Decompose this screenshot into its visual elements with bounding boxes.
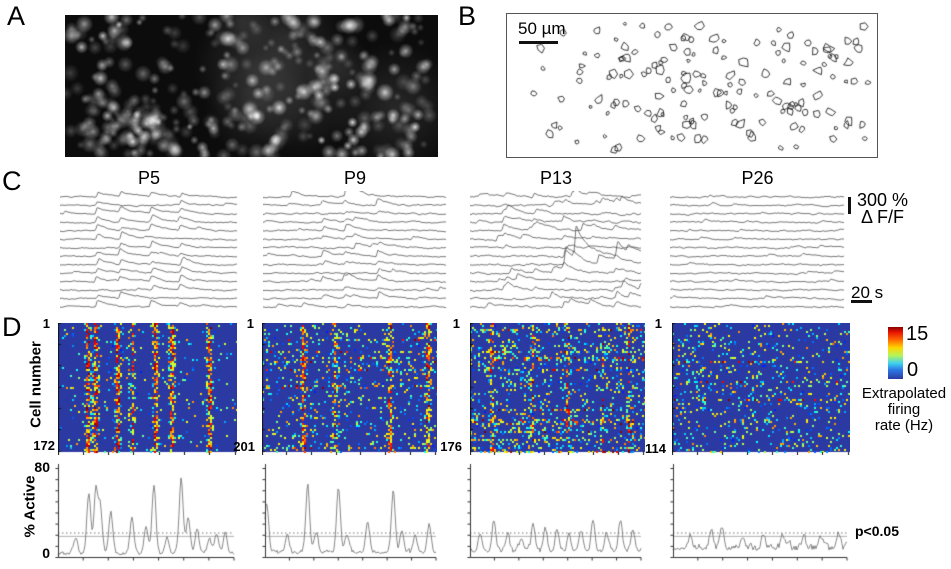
active-plot-p5 (55, 460, 237, 562)
panel-a-fluorescence-image (65, 15, 438, 157)
colorbar-caption-line2: firing (887, 401, 921, 418)
panel-b-cell-outlines (507, 14, 877, 157)
traces-p5 (60, 191, 238, 311)
panel-b-scalebar (519, 41, 558, 44)
dff-scale-unit: Δ F/F (861, 207, 905, 227)
active-ymin-label: 0 (42, 545, 50, 561)
heatmap-p26-first-cell: 1 (654, 316, 662, 331)
heatmap-p26 (672, 323, 850, 455)
colorbar (888, 327, 903, 379)
age-header-p9: P9 (343, 168, 367, 188)
panel-c-label: C (2, 166, 22, 196)
heatmap-p13-first-cell: 1 (452, 316, 460, 331)
dff-scalebar (848, 197, 851, 214)
age-header-p5: P5 (137, 168, 161, 188)
heatmap-p9 (262, 323, 437, 455)
panel-d-label: D (2, 312, 22, 342)
traces-p9 (263, 191, 447, 311)
cell-number-axis-label: Cell number (27, 341, 45, 428)
heatmap-p13 (470, 323, 645, 455)
heatmap-p5-last-cell: 172 (33, 438, 55, 453)
age-header-p13: P13 (539, 168, 573, 188)
heatmap-p5-first-cell: 1 (42, 316, 50, 331)
age-header-p26: P26 (741, 168, 774, 188)
traces-p13 (470, 191, 642, 311)
significance-label: p<0.05 (855, 523, 899, 539)
traces-p26 (670, 191, 845, 311)
panel-b-box: 50 µm (506, 13, 878, 158)
panel-b-scalebar-label: 50 µm (518, 19, 566, 38)
dff-scale-value: 300 % (857, 190, 909, 210)
colorbar-caption-line3: rate (Hz) (874, 417, 934, 434)
active-plot-p13 (467, 460, 644, 562)
active-plot-p9 (262, 460, 439, 562)
heatmap-p13-last-cell: 176 (440, 439, 462, 454)
panel-b-label: B (458, 1, 477, 31)
colorbar-max: 15 (906, 323, 929, 345)
time-scale-label: 20 s (851, 283, 884, 302)
time-scalebar (851, 300, 872, 303)
heatmap-p26-last-cell: 114 (645, 441, 666, 456)
active-plot-p26 (670, 460, 850, 562)
panel-a-label: A (7, 1, 26, 31)
active-axis-label: % Active (21, 475, 39, 538)
colorbar-caption-line1: Extrapolated (861, 385, 947, 402)
active-ymax-label: 80 (34, 459, 50, 475)
heatmap-p9-first-cell: 1 (246, 316, 254, 331)
heatmap-p5 (58, 323, 237, 455)
colorbar-min: 0 (907, 359, 919, 381)
heatmap-p9-last-cell: 201 (233, 439, 255, 454)
